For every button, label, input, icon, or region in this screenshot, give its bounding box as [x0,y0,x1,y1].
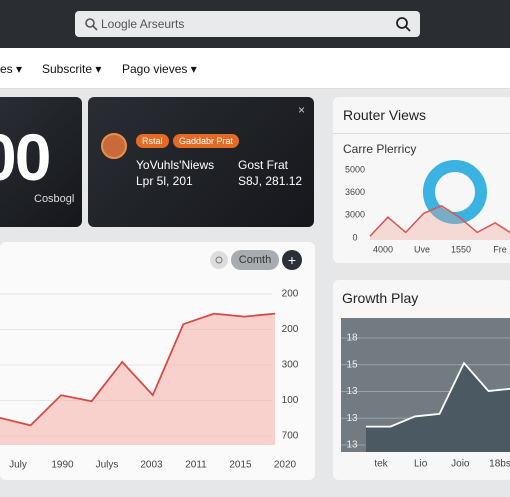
y-tick-label: 200 [282,324,299,335]
y-tick-label: 3600 [345,187,365,197]
y-tick-label: 13 [346,386,358,397]
area [370,205,510,240]
close-button[interactable]: × [298,103,306,117]
line [366,361,510,428]
x-tick-label: 2020 [274,460,297,471]
line [369,204,510,237]
search-button[interactable] [395,16,411,32]
y-tick-label: 3000 [345,210,365,220]
x-tick-label: 2015 [229,460,252,471]
x-tick-label: 18bs [489,459,510,470]
nav-bar: es ▾ Subscrite ▾ Pago vieves ▾ [0,48,510,89]
nav-label: es [0,62,13,76]
stat-label: Cosbogl [34,193,75,205]
x-tick-label: 2011 [185,460,207,471]
nav-item[interactable]: Pago vieves ▾ [122,62,197,76]
x-tick-label: 4000 [373,244,393,254]
nav-label: Subscrite [42,62,93,76]
period-button[interactable]: Comth [231,250,279,270]
y-tick-label: 15 [346,359,358,370]
ring [423,160,487,224]
right-value: S8J, 281.12 [238,174,303,188]
x-tick-label: Julys [96,460,119,471]
x-tick-label: 1990 [51,460,74,471]
profile-date: Lpr 5l, 201 [136,174,193,188]
y-tick-label: 5000 [345,164,365,174]
stat-card: 00 Cosbogl [0,97,82,227]
divider [333,133,510,134]
y-tick-label: 700 [282,431,299,442]
x-tick-label: Joio [451,459,470,470]
stat-value: 00 [0,120,51,194]
main-chart-card: Comth + 200 200 300 100 700 July 1990 Julys 2003… [0,242,315,480]
y-tick-label: 13 [346,440,358,451]
right-title: Gost Frat [238,158,289,172]
avatar [101,133,127,159]
y-tick-label: 300 [282,360,299,371]
x-tick-label: Lio [414,459,428,470]
nav-label: Pago vieves [122,62,188,76]
search-placeholder: Loogle Arseurts [101,17,185,31]
y-tick-label: 18 [346,333,358,344]
y-tick-label: 100 [282,395,299,406]
line [0,312,276,427]
y-tick-label: 200 [282,289,299,300]
tag: Rstal [136,134,169,148]
nav-item[interactable]: es ▾ [0,62,23,76]
search-box[interactable]: Loogle Arseurts [75,11,420,37]
router-chart: 5000 3600 3000 0 4000 Uve 1550 Fre [345,160,510,254]
x-tick-label: Fre [493,244,507,254]
x-tick-label: July [9,460,27,471]
card-title: Growth Play [342,290,419,306]
area [366,363,510,452]
card-title: Router Views [343,107,427,123]
profile-card: Rstal Gaddabr Prat YoVuhls'Niews Lpr 5l,… [88,97,314,227]
y-tick-label: 0 [352,232,357,242]
card-subtitle: Carre Plerricy [343,142,417,156]
profile-name: YoVuhls'Niews [136,158,215,172]
growth-card: Growth Play 18 15 13 13 13 tek Lio Joio 18bs [333,280,510,480]
add-button[interactable]: + [282,250,302,270]
search-icon [85,18,98,31]
x-tick-label: Uve [414,244,430,254]
router-card: Router Views Carre Plerricy 5000 3600 3000… [333,97,510,263]
nav-item[interactable]: Subscrite ▾ [42,62,102,76]
x-tick-label: 2003 [140,460,163,471]
x-tick-label: tek [374,459,388,470]
main-chart: 200 200 300 100 700 July 1990 Julys 2003 2011 2015… [0,289,299,471]
x-tick-label: 1550 [451,244,471,254]
tag: Gaddabr Prat [173,134,240,148]
growth-chart: 18 15 13 13 13 tek Lio Joio 18bs [341,318,510,470]
top-bar: Loogle Arseurts [0,0,510,48]
y-tick-label: 13 [346,413,358,424]
icon-button[interactable] [209,250,229,270]
